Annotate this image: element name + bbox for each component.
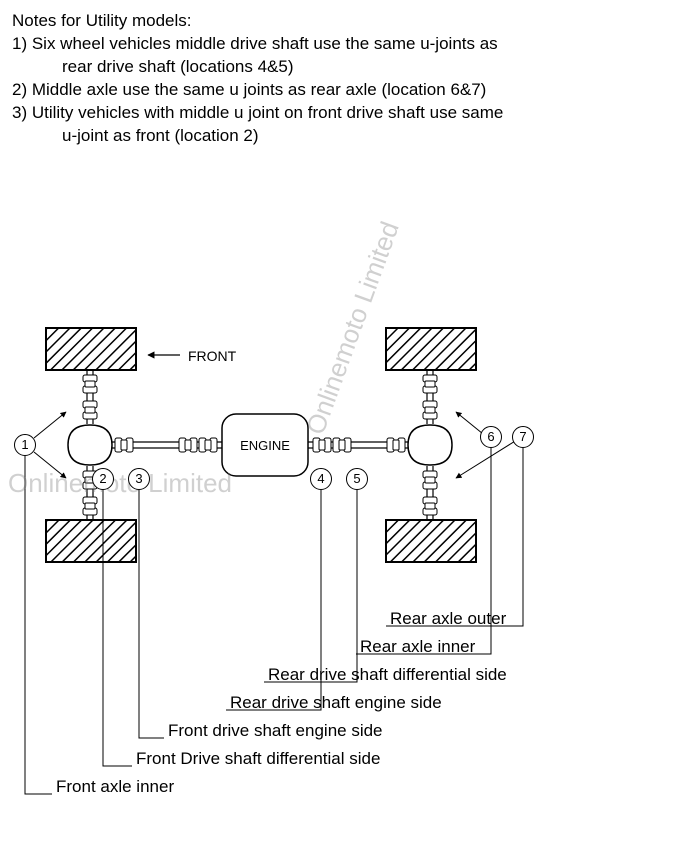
label-front-ds-engine: Front drive shaft engine side — [168, 721, 383, 741]
label-front-axle-inner: Front axle inner — [56, 777, 174, 797]
notes-heading: Notes for Utility models: — [12, 10, 688, 33]
location-marker-3: 3 — [128, 468, 150, 490]
label-rear-axle-outer: Rear axle outer — [390, 609, 506, 629]
location-marker-1: 1 — [14, 434, 36, 456]
location-marker-7: 7 — [512, 426, 534, 448]
location-marker-2: 2 — [92, 468, 114, 490]
notes-block: Notes for Utility models: 1) Six wheel v… — [0, 0, 700, 148]
notes-line1a: 1) Six wheel vehicles middle drive shaft… — [12, 33, 688, 56]
location-marker-4: 4 — [310, 468, 332, 490]
svg-text:ENGINE: ENGINE — [240, 438, 290, 453]
location-marker-5: 5 — [346, 468, 368, 490]
notes-line3a: 3) Utility vehicles with middle u joint … — [12, 102, 688, 125]
notes-line3b: u-joint as front (location 2) — [12, 125, 688, 148]
diagram-svg: ENGINE — [0, 148, 700, 848]
front-label: FRONT — [188, 348, 236, 364]
label-rear-ds-engine: Rear drive shaft engine side — [230, 693, 442, 713]
drivetrain-diagram: ENGINE FRONT Onlinemoto Limited Onlinemo… — [0, 148, 700, 708]
label-rear-axle-inner: Rear axle inner — [360, 637, 475, 657]
notes-line2: 2) Middle axle use the same u joints as … — [12, 79, 688, 102]
location-marker-6: 6 — [480, 426, 502, 448]
label-rear-ds-diff: Rear drive shaft differential side — [268, 665, 507, 685]
label-front-ds-diff: Front Drive shaft differential side — [136, 749, 380, 769]
notes-line1b: rear drive shaft (locations 4&5) — [12, 56, 688, 79]
